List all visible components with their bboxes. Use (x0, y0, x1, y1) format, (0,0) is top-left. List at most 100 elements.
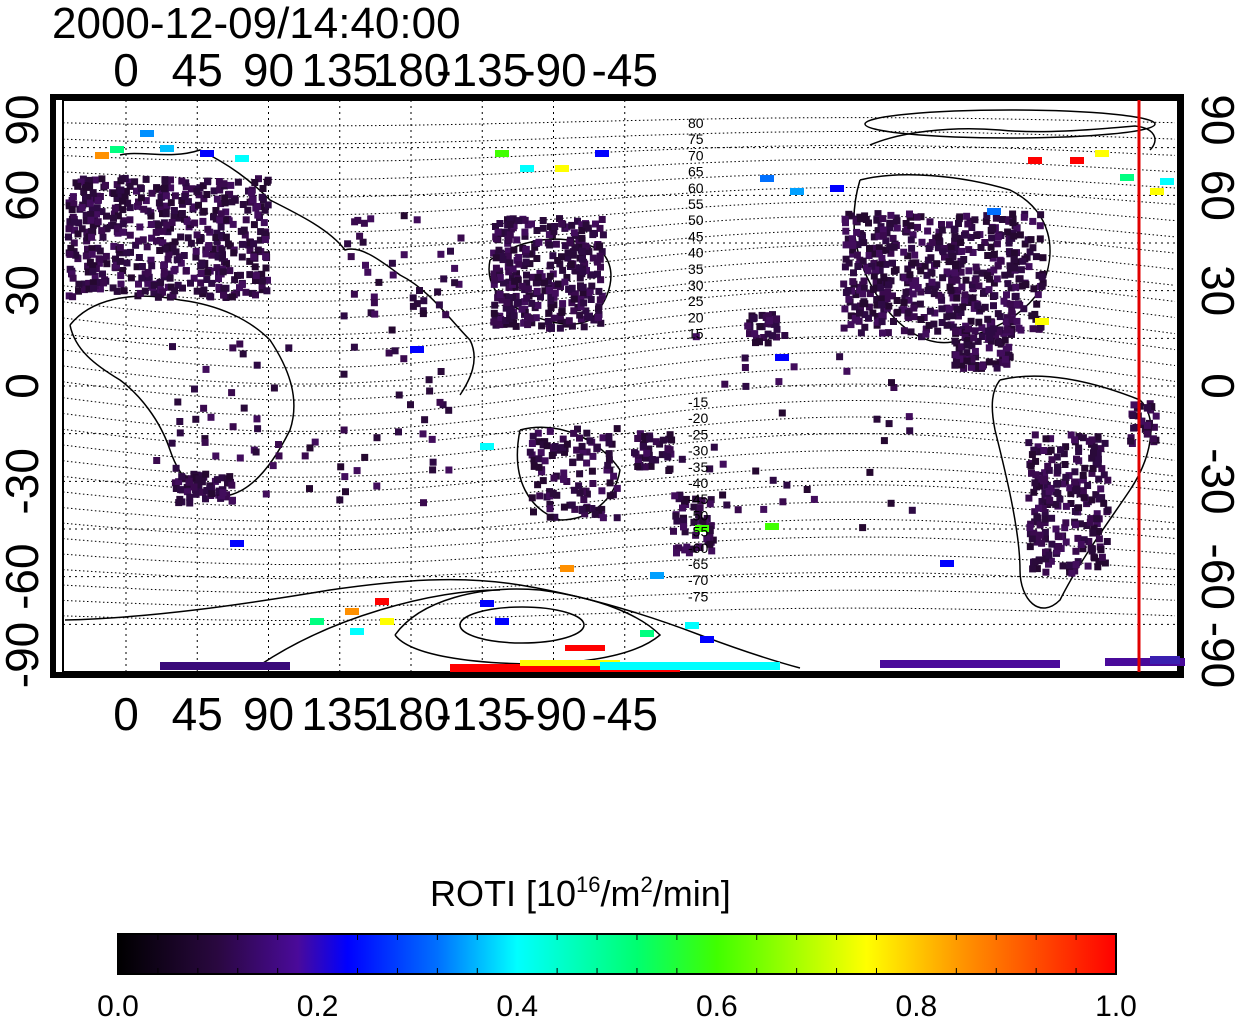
roti-cell (924, 287, 932, 295)
roti-cell (648, 456, 656, 463)
roti-cell (953, 359, 960, 367)
roti-cell (579, 283, 587, 291)
roti-cell (494, 228, 502, 236)
roti-cell (900, 306, 908, 314)
roti-cell (675, 544, 683, 552)
roti-cell (699, 517, 707, 525)
roti-cell (886, 243, 894, 251)
roti-cell (586, 312, 593, 320)
roti-cell (85, 176, 93, 184)
roti-cell (512, 322, 520, 330)
roti-cell (886, 224, 894, 232)
roti-cell (588, 505, 596, 512)
roti-cell (1042, 435, 1050, 443)
roti-cell (1072, 547, 1080, 555)
contour-label: 15 (688, 326, 704, 342)
roti-cell (563, 274, 571, 281)
contour-label: -25 (688, 426, 708, 442)
roti-cell (887, 499, 895, 507)
roti-cell (200, 286, 208, 294)
roti-cell (208, 279, 216, 287)
roti-cell (773, 333, 780, 341)
roti-cell (880, 273, 888, 281)
roti-cell (193, 287, 201, 295)
roti-cell (775, 354, 789, 361)
roti-cell (856, 309, 863, 317)
roti-cell (150, 281, 158, 289)
roti-cell (263, 178, 271, 186)
roti-cell (854, 241, 862, 249)
roti-cell (578, 234, 586, 242)
roti-cell (580, 496, 588, 503)
roti-cell (264, 276, 271, 284)
roti-cell (876, 261, 884, 269)
roti-cell (1045, 487, 1053, 495)
roti-cell (160, 145, 174, 152)
roti-cell (301, 452, 309, 460)
roti-cell (535, 238, 543, 246)
roti-cell (506, 220, 514, 228)
roti-cell (1077, 541, 1085, 548)
roti-cell (1002, 318, 1010, 326)
roti-cell (925, 321, 933, 329)
roti-cell (249, 196, 257, 204)
roti-cell (613, 425, 621, 433)
roti-cell (1029, 244, 1037, 252)
roti-cell (605, 450, 613, 458)
roti-cell (968, 342, 976, 350)
roti-cell (581, 510, 589, 518)
roti-cell (65, 225, 73, 233)
roti-cell (252, 272, 260, 280)
roti-cell (578, 247, 586, 255)
roti-cell (114, 212, 122, 220)
roti-cell (145, 273, 153, 281)
roti-cell (983, 212, 991, 220)
roti-cell (902, 288, 910, 296)
roti-cell (219, 268, 227, 276)
roti-cell (257, 228, 265, 236)
roti-cell (1095, 557, 1103, 565)
roti-cell (520, 319, 528, 327)
roti-cell (676, 493, 684, 500)
roti-cell (1038, 282, 1046, 290)
roti-cell (395, 428, 402, 436)
roti-cell (254, 203, 261, 210)
roti-cell (98, 175, 106, 183)
roti-cell (518, 282, 526, 290)
roti-cell (1046, 496, 1054, 504)
roti-cell (140, 205, 148, 213)
roti-cell (134, 202, 141, 210)
roti-cell (840, 324, 848, 332)
roti-cell (244, 206, 252, 214)
roti-cell (576, 264, 583, 272)
roti-cell (992, 214, 1000, 222)
roti-cell (1021, 240, 1029, 248)
roti-cell (857, 329, 865, 337)
roti-cell (535, 455, 543, 463)
roti-cell (1101, 559, 1109, 567)
roti-cell (1092, 491, 1100, 499)
roti-cell (546, 513, 554, 521)
roti-cell (859, 290, 867, 298)
roti-cell (133, 263, 141, 271)
roti-cell (103, 212, 110, 220)
contour-line (62, 519, 1176, 551)
roti-cell (981, 287, 989, 295)
roti-cell (191, 385, 198, 393)
roti-cell (520, 165, 534, 172)
roti-cell (1062, 502, 1070, 510)
roti-cell (420, 297, 428, 305)
roti-cell (597, 319, 605, 327)
roti-cell (1018, 282, 1026, 290)
roti-cell (416, 287, 423, 294)
roti-cell (253, 415, 261, 423)
roti-cell (938, 221, 945, 228)
roti-cell (546, 488, 554, 496)
roti-cell (242, 288, 250, 296)
roti-cell (336, 496, 344, 504)
roti-cell (310, 618, 324, 625)
north-polar-contour (864, 109, 1156, 139)
roti-cell (264, 201, 272, 209)
roti-cell (882, 260, 890, 268)
